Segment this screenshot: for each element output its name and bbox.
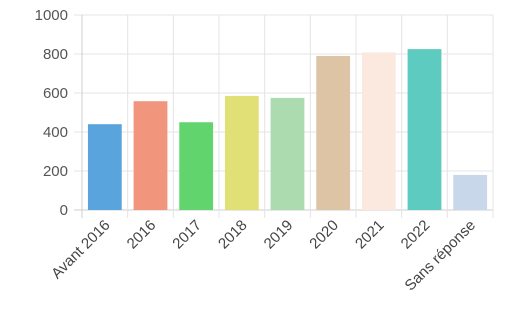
bar[interactable]	[316, 55, 351, 211]
x-tick-label: 2018	[215, 217, 251, 253]
x-axis-labels: Avant 2016 2016 2017 2018 2019 2020 2021 2022Sa…	[48, 217, 479, 294]
chart-bars	[87, 49, 488, 211]
y-tick-label: 400	[43, 124, 68, 141]
y-tick-label: 200	[43, 163, 68, 180]
y-tick-label: 1000	[35, 7, 68, 24]
bar[interactable]	[224, 95, 259, 210]
bar[interactable]	[361, 52, 396, 210]
bar[interactable]	[87, 124, 122, 210]
y-tick-label: 600	[43, 85, 68, 102]
bar[interactable]	[179, 122, 214, 210]
x-tick-label: 2021	[352, 217, 388, 253]
x-tick-label: 2022	[398, 217, 434, 253]
bar[interactable]	[453, 174, 488, 210]
x-tick-label: 2020	[306, 217, 342, 253]
y-tick-label: 0	[60, 202, 68, 219]
bar[interactable]	[133, 101, 168, 210]
y-axis-ticks: 0 200 400 600 800 1000	[35, 7, 68, 219]
bar[interactable]	[407, 49, 442, 210]
x-tick-label: 2016	[124, 217, 160, 253]
x-tick-label: 2017	[169, 217, 205, 253]
x-tick-label: 2019	[261, 217, 297, 253]
bar[interactable]	[270, 97, 305, 210]
x-tick-label: Avant 2016	[48, 217, 113, 282]
y-tick-label: 800	[43, 46, 68, 63]
